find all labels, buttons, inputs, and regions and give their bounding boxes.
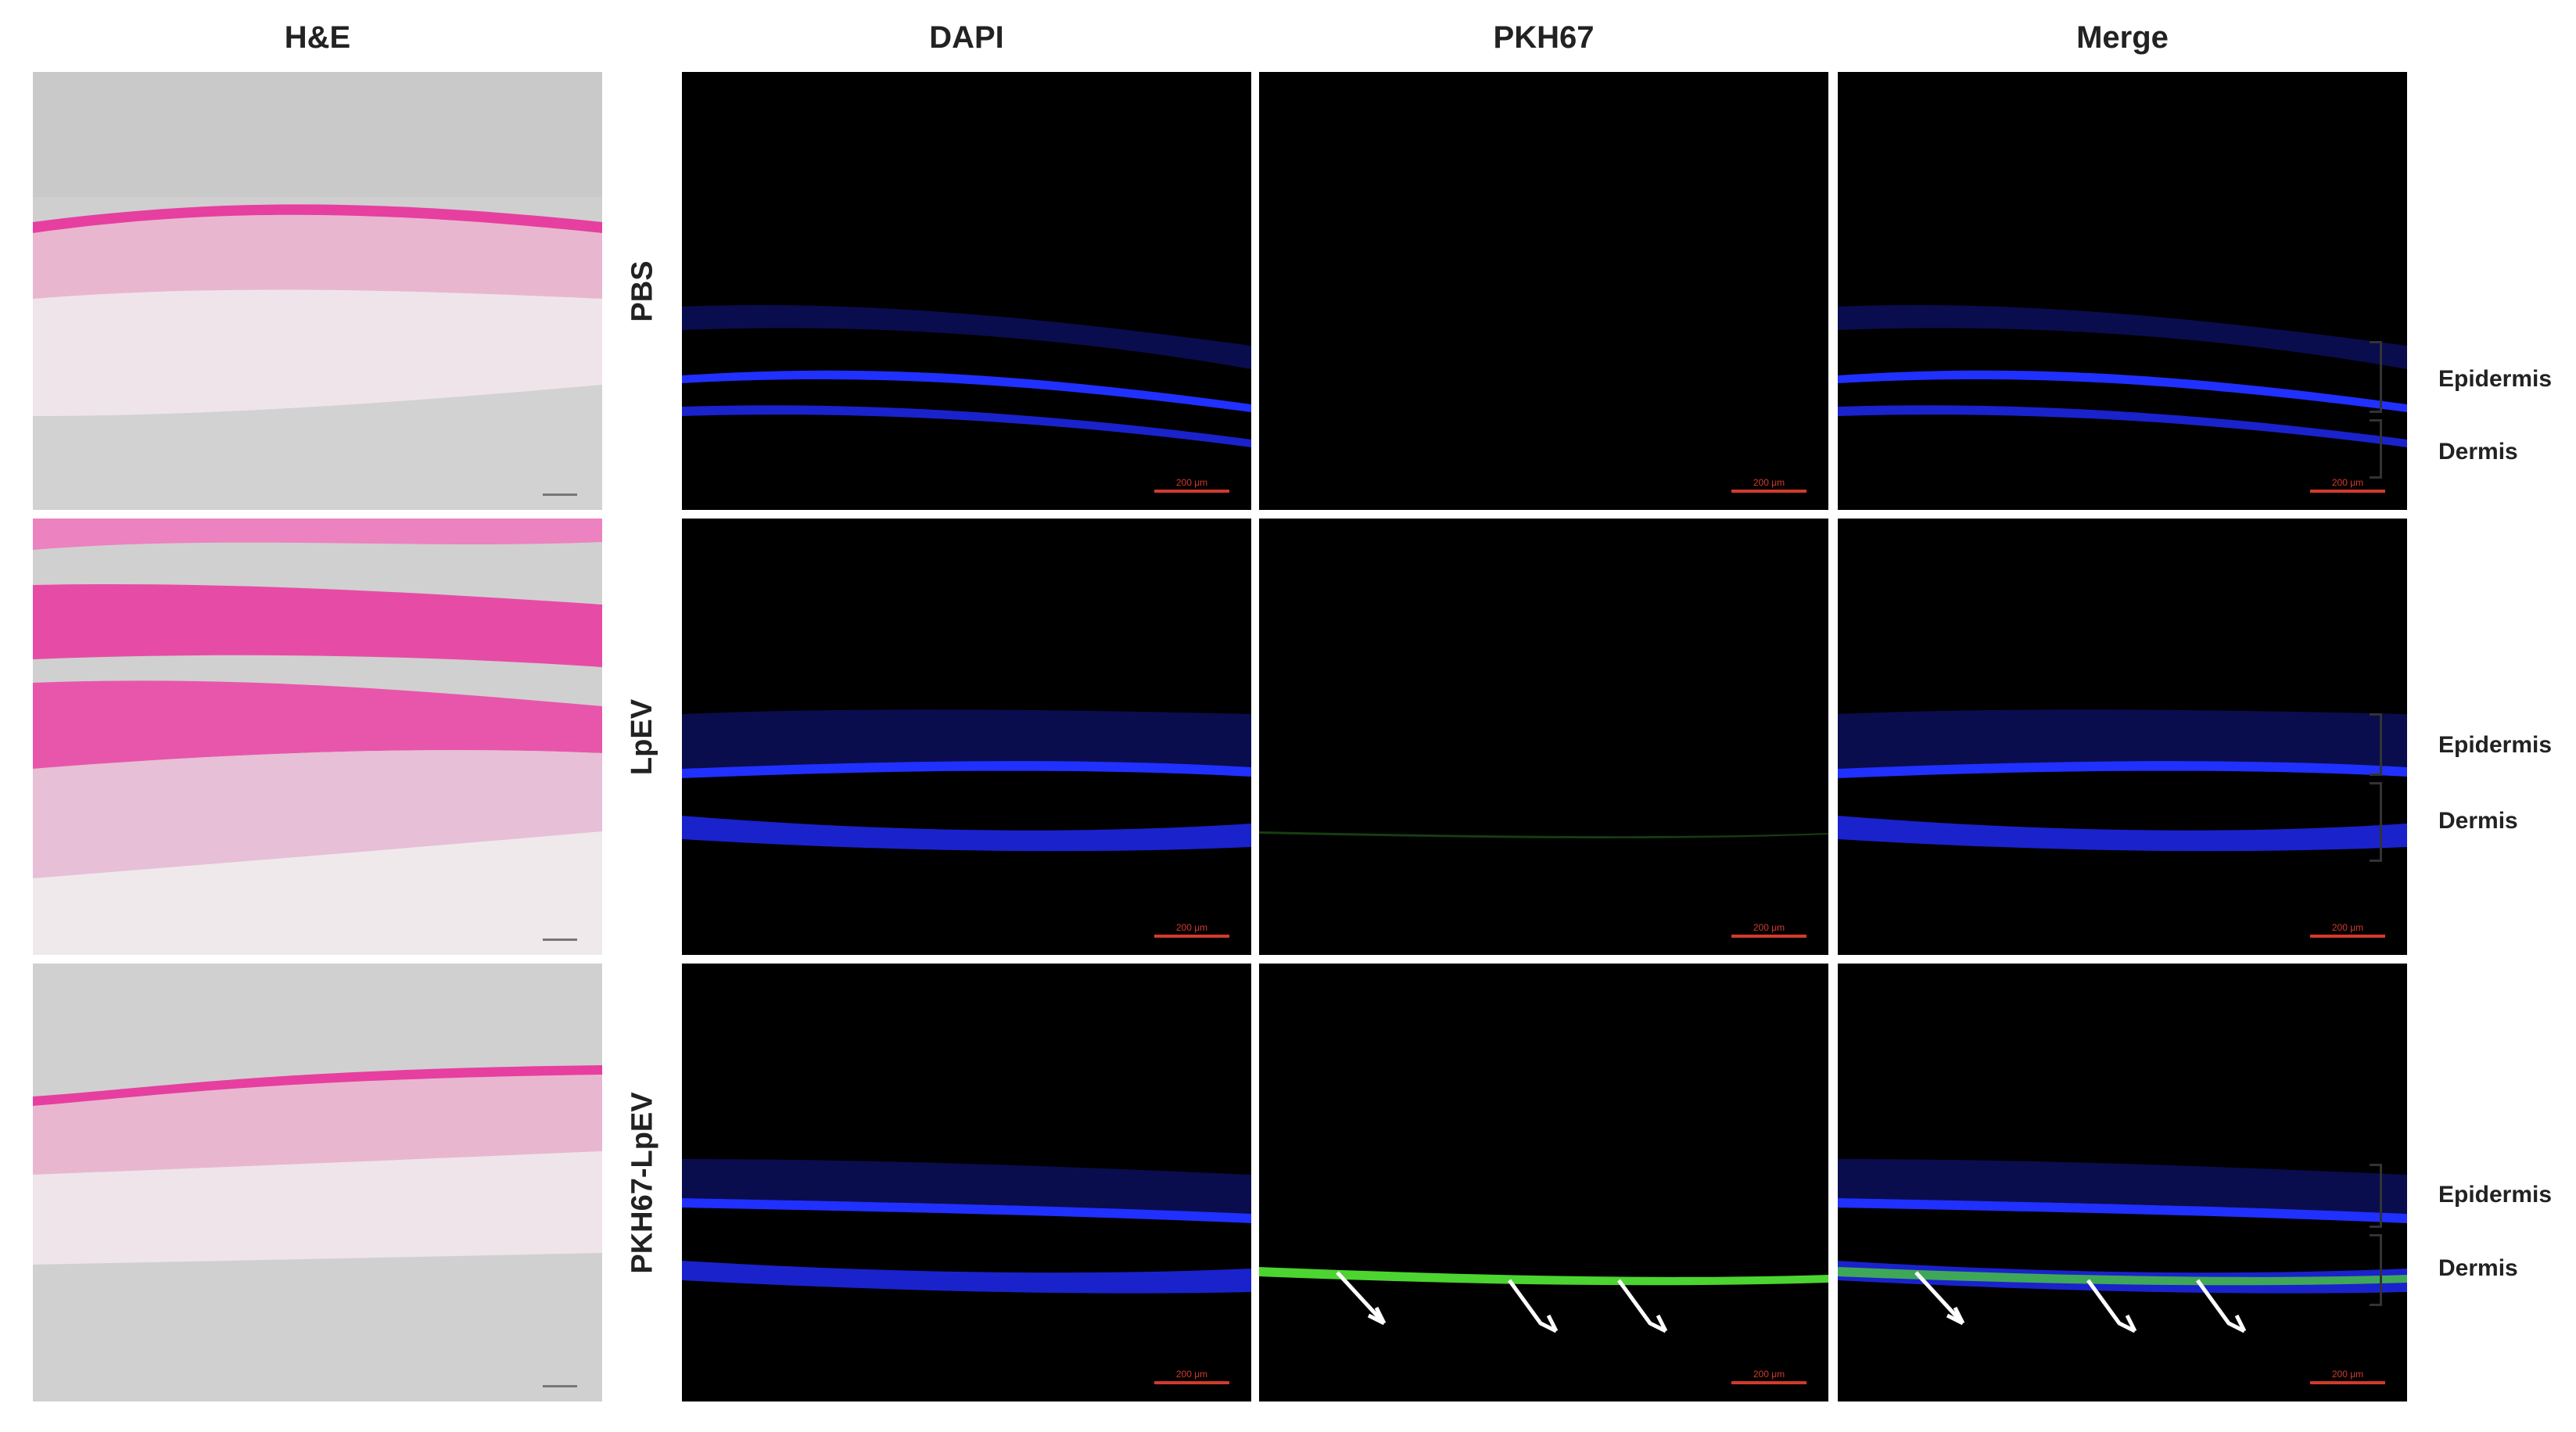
pkh67-image-lpev: 200 μm [1259, 519, 1828, 955]
scale-bar: 200 μm [2310, 922, 2385, 938]
epidermis-label: Epidermis [2438, 366, 2553, 392]
arrow-icon [1336, 1271, 1387, 1326]
dermis-bracket [2370, 782, 2382, 862]
dapi-image-lpev: 200 μm [682, 519, 1251, 955]
column-header-he: H&E [284, 20, 351, 55]
row-label-pbs: PBS [626, 260, 659, 322]
scale-bar: 200 μm [1731, 922, 1806, 938]
he-scale-bar [543, 1385, 577, 1387]
he-scale-bar [543, 939, 577, 941]
scale-bar: 200 μm [1154, 922, 1229, 938]
column-header-merge: Merge [2076, 20, 2169, 55]
epidermis-label: Epidermis [2438, 732, 2553, 758]
merge-image-lpev: 200 μm [1838, 519, 2407, 955]
he-scale-bar [543, 493, 577, 496]
dermis-label: Dermis [2438, 1255, 2518, 1281]
dermis-bracket [2370, 419, 2382, 479]
column-header-pkh67: PKH67 [1493, 20, 1595, 55]
arrow-icon [2195, 1279, 2247, 1333]
scale-bar: 200 μm [1154, 1369, 1229, 1384]
arrow-icon [2086, 1279, 2137, 1333]
merge-image-pkh67-lpev: 200 μm [1838, 964, 2407, 1401]
row-label-lpev: LpEV [626, 698, 659, 775]
merge-image-pbs: 200 μm [1838, 72, 2407, 510]
epidermis-bracket [2370, 1164, 2382, 1228]
scale-bar: 200 μm [2310, 1369, 2385, 1384]
row-label-pkh67-lpev: PKH67-LpEV [626, 1091, 659, 1274]
arrow-icon [1914, 1271, 1965, 1326]
epidermis-bracket [2370, 341, 2382, 413]
arrow-icon [1507, 1279, 1559, 1333]
pkh67-image-pkh67-lpev: 200 μm [1259, 964, 1828, 1401]
scale-bar: 200 μm [1154, 477, 1229, 493]
scale-bar: 200 μm [1731, 1369, 1806, 1384]
he-image-pbs [33, 72, 602, 510]
dermis-label: Dermis [2438, 439, 2518, 465]
dermis-label: Dermis [2438, 808, 2518, 834]
pkh67-image-pbs: 200 μm [1259, 72, 1828, 510]
he-image-pkh67-lpev [33, 964, 602, 1401]
dapi-image-pbs: 200 μm [682, 72, 1251, 510]
column-header-dapi: DAPI [929, 20, 1004, 55]
scale-bar: 200 μm [2310, 477, 2385, 493]
he-image-lpev [33, 519, 602, 955]
scale-bar: 200 μm [1731, 477, 1806, 493]
dapi-image-pkh67-lpev: 200 μm [682, 964, 1251, 1401]
epidermis-bracket [2370, 713, 2382, 776]
dermis-bracket [2370, 1234, 2382, 1306]
arrow-icon [1616, 1279, 1668, 1333]
epidermis-label: Epidermis [2438, 1182, 2553, 1208]
